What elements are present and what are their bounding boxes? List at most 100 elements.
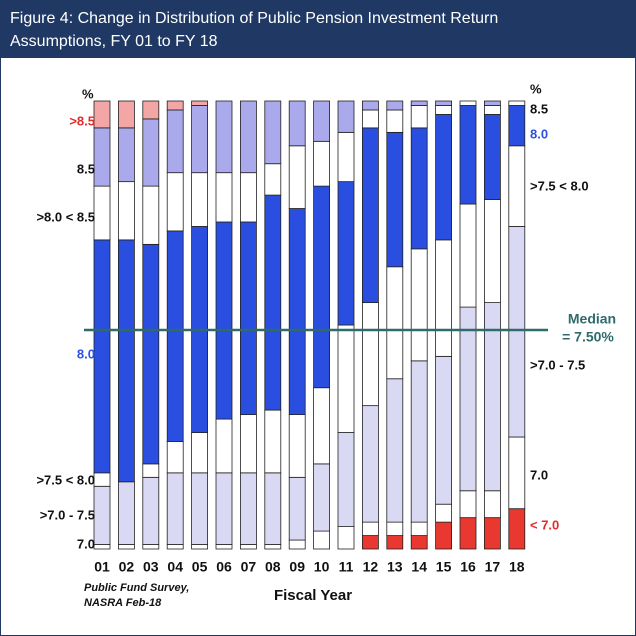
bar-segment <box>215 100 233 174</box>
bar-segment <box>239 414 257 474</box>
bar-segment <box>288 208 306 416</box>
legend-label: 8.0 <box>77 346 95 361</box>
bar-segment <box>410 105 428 129</box>
x-tick-label: 12 <box>363 559 379 575</box>
bar-segment <box>410 100 428 106</box>
bar-segment <box>313 530 331 550</box>
bar-segment <box>166 441 184 474</box>
y-unit: % <box>530 81 542 96</box>
bar-segment <box>215 472 233 545</box>
x-axis-label: Fiscal Year <box>274 587 352 604</box>
x-tick-label: 18 <box>509 559 525 575</box>
bar-segment <box>313 185 331 389</box>
bar-segment <box>93 127 111 187</box>
bar-segment <box>410 360 428 523</box>
bar-segment <box>166 109 184 174</box>
bar-segment <box>410 521 428 536</box>
bar-segment <box>93 472 111 487</box>
bar-segment <box>118 100 135 129</box>
legend-label: >8.0 < 8.5 <box>36 209 95 224</box>
bar-segment <box>142 463 160 478</box>
bar-segment <box>459 105 477 205</box>
bar-segment <box>337 181 355 326</box>
bar-segment <box>483 490 501 519</box>
bar-segment <box>288 100 306 147</box>
bar-segment <box>191 172 209 227</box>
legend-label: >7.0 - 7.5 <box>40 507 95 522</box>
bar-segment <box>93 185 111 241</box>
bar-segment <box>215 221 233 420</box>
bar-segment <box>239 100 257 174</box>
bar-segment <box>239 221 257 416</box>
bar-segment <box>508 226 526 438</box>
bar-segment <box>142 476 160 545</box>
bar-segment <box>435 100 453 106</box>
bar-segment <box>361 535 379 550</box>
x-tick-label: 05 <box>192 559 208 575</box>
bar-segment <box>93 544 111 550</box>
bar-segment <box>386 266 404 380</box>
bar-segment <box>142 100 160 120</box>
bar-segment <box>361 521 379 536</box>
bar-segment <box>264 409 282 474</box>
bar-segment <box>435 239 453 357</box>
bar-segment <box>313 140 331 187</box>
bar-segment <box>386 131 404 268</box>
bar-segment <box>118 127 135 183</box>
bar-segment <box>93 485 111 545</box>
y-unit: % <box>82 86 94 101</box>
bar-segment <box>166 172 184 232</box>
annotation: = 7.50% <box>562 329 614 345</box>
bar-segment <box>264 472 282 545</box>
bar-segment <box>93 239 111 474</box>
x-tick-label: 11 <box>339 559 354 575</box>
bar-segment <box>483 114 501 200</box>
bar-segment <box>410 127 428 250</box>
bar-segment <box>215 544 233 550</box>
bar-segment <box>386 535 404 550</box>
legend-label: >7.5 < 8.0 <box>530 178 589 193</box>
bar-segment <box>459 490 477 519</box>
bar-segment <box>166 544 184 550</box>
bar-segment <box>264 163 282 196</box>
bar-segment <box>435 503 453 523</box>
bar-segment <box>483 199 501 303</box>
bar-segment <box>288 145 306 209</box>
bar-segment <box>361 100 379 111</box>
bar-segment <box>337 324 355 433</box>
bar-segment <box>459 306 477 492</box>
x-tick-label: 04 <box>167 559 183 575</box>
bar-segment <box>191 544 209 550</box>
bar-segment <box>361 302 379 407</box>
bar-segment <box>361 405 379 523</box>
bar-segment <box>93 100 111 129</box>
bar-segment <box>337 100 355 133</box>
legend-label: 8.5 <box>530 101 548 116</box>
source: Public Fund Survey, <box>84 582 189 594</box>
header <box>0 0 636 58</box>
bar-segment <box>142 243 160 465</box>
legend-label: 8.5 <box>77 161 95 176</box>
bar-segment <box>386 378 404 523</box>
bar-segment <box>386 100 404 111</box>
bar-segment <box>508 145 526 227</box>
bar-segment <box>142 544 160 550</box>
bar-segment <box>288 476 306 541</box>
bar-segment <box>142 185 160 245</box>
bar-segment <box>313 387 331 465</box>
legend-label: >8.5 <box>69 113 95 128</box>
x-tick-label: 01 <box>94 559 110 575</box>
bar-segment <box>508 436 526 510</box>
legend-label: 7.0 <box>77 536 95 551</box>
bar-segment <box>313 463 331 532</box>
bar-segment <box>142 118 160 187</box>
legend-label: >7.5 < 8.0 <box>36 472 95 487</box>
bar-segment <box>191 105 209 174</box>
bar-segment <box>386 109 404 133</box>
bar-segment <box>118 181 135 241</box>
bar-segment <box>239 172 257 223</box>
x-tick-label: 15 <box>436 559 452 575</box>
bar-segment <box>288 539 306 550</box>
bar-segment <box>459 100 477 106</box>
